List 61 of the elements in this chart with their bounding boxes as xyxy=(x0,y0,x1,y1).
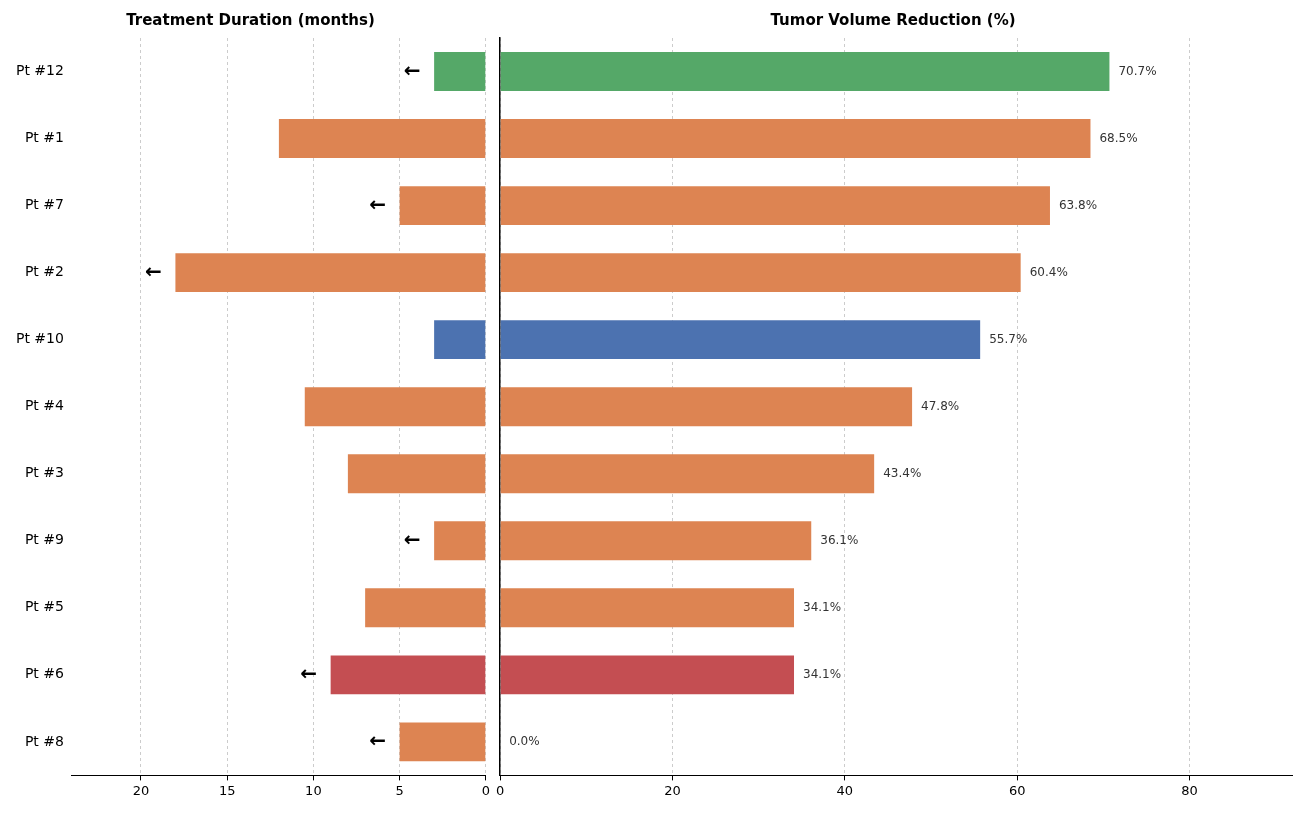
data-label: 70.7% xyxy=(1118,63,1157,78)
x-tick-label: 40 xyxy=(836,782,854,798)
data-label: 34.1% xyxy=(803,599,842,614)
data-label: 34.1% xyxy=(803,666,842,681)
data-label: 68.5% xyxy=(1099,130,1138,145)
bar xyxy=(500,387,913,427)
y-tick-label: Pt #4 xyxy=(24,397,65,414)
y-tick-label: Pt #1 xyxy=(24,129,64,146)
data-label: 43.4% xyxy=(883,465,922,480)
x-tick-label: 80 xyxy=(1181,782,1198,798)
bar xyxy=(500,588,795,628)
bar xyxy=(500,320,981,360)
bar xyxy=(304,387,486,427)
x-tick-label: 0 xyxy=(495,782,505,798)
bar xyxy=(175,253,486,293)
bar xyxy=(500,655,795,695)
data-label: 47.8% xyxy=(921,398,960,413)
bar xyxy=(330,655,486,695)
y-tick-label: Pt #9 xyxy=(24,531,64,548)
annotation: ← xyxy=(369,191,387,216)
annotation: ← xyxy=(403,57,421,82)
annotation: ← xyxy=(403,526,421,551)
data-label: 55.7% xyxy=(989,331,1028,346)
y-tick-label: Pt #5 xyxy=(24,598,64,615)
annotation: ← xyxy=(369,728,387,753)
data-label: 36.1% xyxy=(820,532,859,547)
bar xyxy=(434,521,486,561)
bar xyxy=(500,253,1021,293)
bar xyxy=(278,119,486,158)
annotation: ← xyxy=(300,661,318,686)
y-tick-label: Pt #7 xyxy=(24,196,64,213)
y-tick-label: Pt #2 xyxy=(24,263,64,280)
bar xyxy=(434,52,486,91)
data-label: 60.4% xyxy=(1029,264,1068,279)
x-tick-label: 60 xyxy=(1008,782,1026,798)
bar xyxy=(500,52,1110,91)
bar xyxy=(347,454,486,494)
x-tick-label: 10 xyxy=(305,782,322,798)
data-label: 0.0% xyxy=(509,734,540,749)
y-tick-label: Pt #6 xyxy=(24,665,65,682)
x-tick-label: 20 xyxy=(132,782,150,798)
chart-title: Treatment Duration (months) xyxy=(126,10,375,29)
y-tick-label: Pt #3 xyxy=(24,464,64,481)
x-tick-label: 20 xyxy=(664,782,681,798)
bar xyxy=(500,454,875,494)
bar xyxy=(365,588,486,628)
x-tick-label: 0 xyxy=(481,782,491,798)
y-tick-label: Pt #12 xyxy=(15,62,64,79)
bar xyxy=(399,722,486,762)
bar xyxy=(434,320,486,360)
bar xyxy=(399,186,486,226)
annotation: ← xyxy=(145,258,162,283)
x-tick-label: 5 xyxy=(395,782,404,798)
y-tick-label: Pt #8 xyxy=(24,732,64,749)
bar xyxy=(500,119,1091,158)
bar xyxy=(500,186,1050,226)
chart-title: Tumor Volume Reduction (%) xyxy=(770,10,1016,29)
x-tick-label: 15 xyxy=(218,782,236,798)
data-label: 63.8% xyxy=(1058,197,1098,212)
bar xyxy=(500,521,812,561)
y-tick-label: Pt #10 xyxy=(15,330,64,347)
